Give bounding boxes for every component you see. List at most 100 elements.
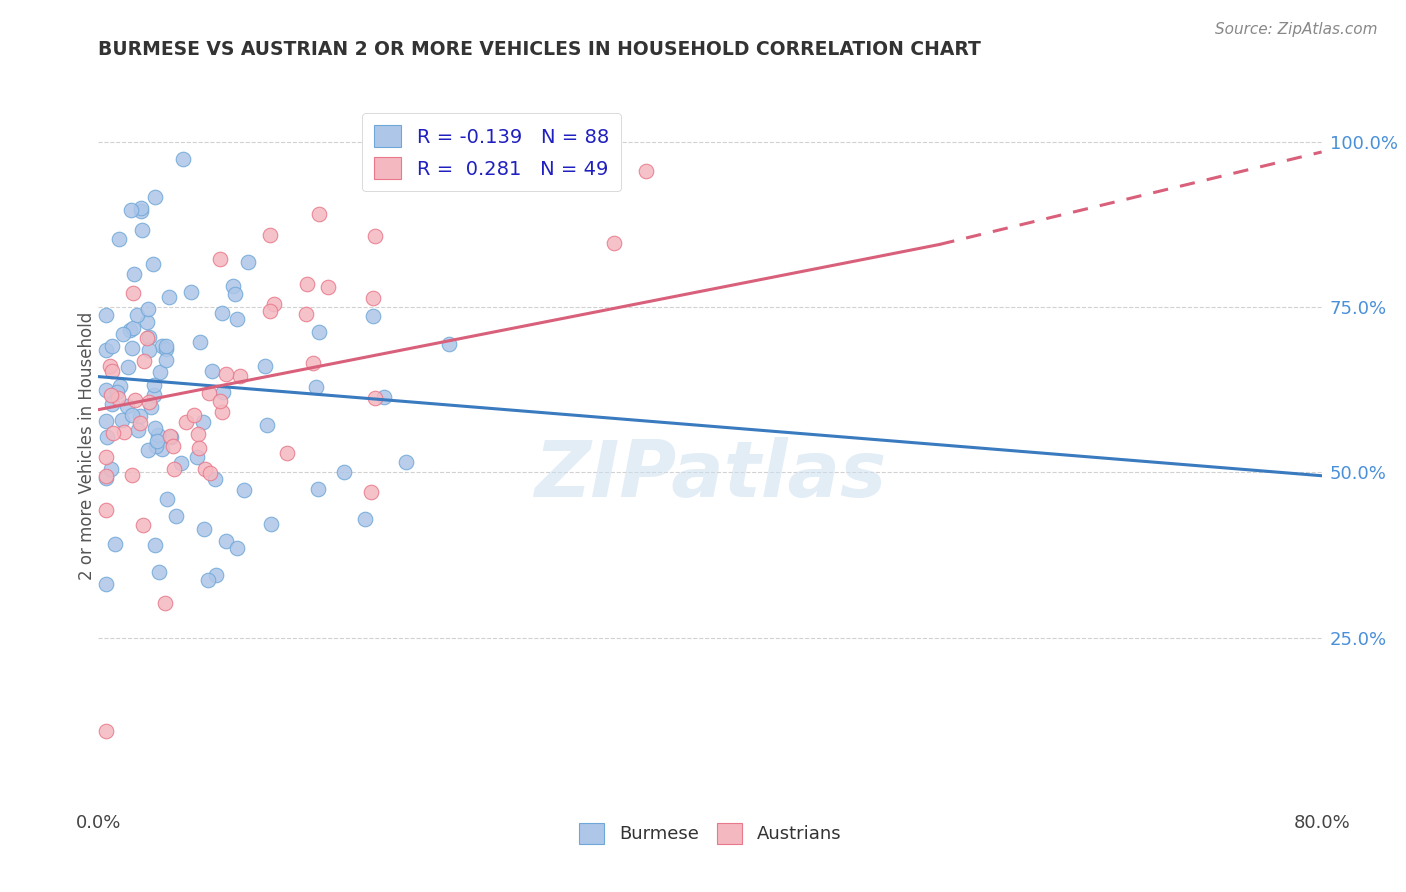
Point (105, 385, 128, 400)
Point (108, 232, 131, 246)
Point (256, 417, 278, 432)
Point (141, 401, 163, 415)
Point (263, 297, 285, 311)
Point (150, 442, 173, 456)
Point (211, 405, 233, 419)
Point (180, 285, 202, 299)
Point (198, 467, 221, 481)
Point (198, 385, 221, 400)
Point (121, 408, 143, 422)
Point (100, 461, 122, 475)
Point (222, 278, 245, 293)
Point (159, 428, 181, 442)
Point (155, 342, 177, 356)
Point (136, 331, 159, 345)
Point (131, 223, 153, 237)
Point (333, 465, 356, 479)
Point (129, 201, 152, 215)
Point (188, 441, 211, 455)
Point (302, 356, 325, 370)
Point (186, 450, 208, 465)
Point (121, 341, 143, 355)
Point (111, 413, 134, 427)
Point (115, 399, 138, 413)
Point (188, 334, 211, 349)
Point (101, 364, 124, 378)
Point (233, 483, 256, 497)
Point (129, 203, 152, 218)
Point (363, 310, 385, 324)
Point (316, 280, 339, 294)
Point (100, 388, 122, 402)
Point (94, 308, 117, 322)
Point (308, 207, 330, 221)
Point (260, 517, 283, 532)
Point (254, 359, 277, 373)
Point (276, 446, 298, 460)
Point (259, 228, 281, 243)
Point (307, 483, 329, 497)
Point (94, 343, 117, 357)
Point (163, 461, 186, 475)
Point (148, 565, 170, 579)
Point (136, 443, 159, 458)
Point (360, 484, 382, 499)
Point (149, 365, 172, 379)
Point (142, 257, 165, 271)
Point (162, 439, 184, 453)
Point (165, 508, 187, 523)
Point (636, 164, 658, 178)
Point (208, 252, 231, 267)
Point (183, 408, 205, 422)
Point (121, 468, 143, 483)
Point (225, 541, 247, 555)
Point (111, 327, 134, 342)
Point (160, 430, 183, 444)
Point (143, 190, 166, 204)
Point (157, 290, 180, 304)
Point (395, 455, 418, 469)
Text: BURMESE VS AUSTRIAN 2 OR MORE VEHICLES IN HOUSEHOLD CORRELATION CHART: BURMESE VS AUSTRIAN 2 OR MORE VEHICLES I… (98, 40, 981, 59)
Point (138, 394, 160, 409)
Point (138, 343, 160, 358)
Point (101, 397, 124, 411)
Point (132, 354, 155, 368)
Point (103, 425, 125, 440)
Point (94, 471, 117, 485)
Point (215, 534, 238, 549)
Point (305, 380, 328, 394)
Point (208, 393, 231, 408)
Point (94, 576, 117, 591)
Point (136, 302, 159, 317)
Point (191, 415, 214, 429)
Point (187, 426, 209, 441)
Point (129, 416, 152, 430)
Point (107, 391, 129, 405)
Point (94, 383, 117, 397)
Point (155, 492, 177, 507)
Point (143, 421, 166, 435)
Point (120, 203, 142, 218)
Point (201, 364, 224, 378)
Point (94, 724, 117, 739)
Point (118, 322, 141, 336)
Point (259, 304, 281, 318)
Text: Source: ZipAtlas.com: Source: ZipAtlas.com (1215, 22, 1378, 37)
Point (150, 339, 173, 353)
Point (132, 517, 155, 532)
Point (214, 367, 236, 381)
Point (353, 512, 375, 526)
Point (308, 325, 330, 339)
Point (205, 567, 228, 582)
Point (224, 286, 246, 301)
Point (437, 337, 460, 351)
Point (94, 450, 117, 464)
Point (127, 423, 149, 437)
Point (228, 368, 250, 383)
Point (125, 308, 148, 322)
Point (136, 315, 159, 329)
Point (117, 359, 139, 374)
Point (172, 152, 194, 166)
Point (211, 384, 233, 399)
Point (94, 503, 117, 517)
